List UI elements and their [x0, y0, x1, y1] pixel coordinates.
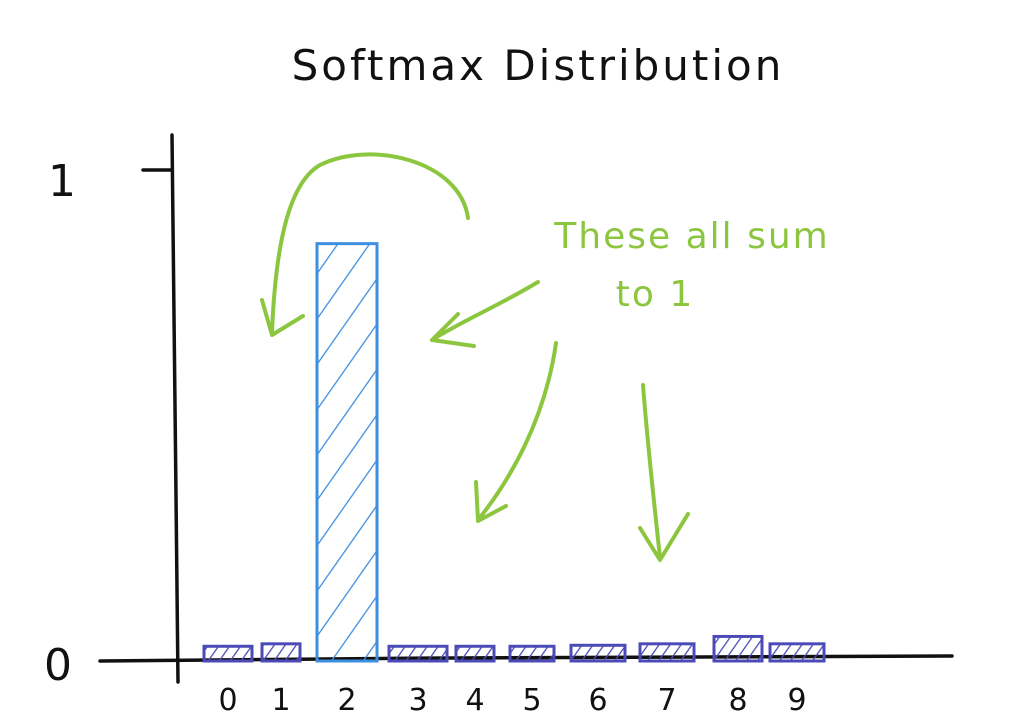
arrow-down-left [474, 341, 558, 523]
bars [202, 242, 826, 663]
bar-4 [454, 644, 496, 663]
x-tick-label-8: 8 [728, 683, 747, 718]
arrow-down [638, 383, 690, 562]
y-tick-label-1: 1 [48, 156, 76, 207]
bar-5 [508, 644, 556, 663]
bar-0 [202, 644, 254, 663]
x-tick-label-1: 1 [271, 683, 290, 718]
bar-3 [387, 644, 449, 663]
x-tick-label-2: 2 [337, 683, 356, 718]
bar-9 [768, 642, 826, 663]
arrow-to-tall-bar [430, 280, 540, 348]
bar-1 [260, 642, 302, 663]
annotation-line-2: to 1 [616, 274, 695, 315]
x-tick-label-6: 6 [588, 683, 607, 718]
x-tick-label-5: 5 [522, 683, 541, 718]
bar-8 [712, 634, 764, 663]
x-tick-label-7: 7 [657, 683, 676, 718]
curved-arrow [260, 152, 470, 337]
bar-7 [638, 642, 696, 663]
y-axis [170, 133, 180, 684]
chart-title: Softmax Distribution [292, 41, 785, 90]
bar-6 [569, 643, 627, 663]
x-tick-label-3: 3 [408, 683, 427, 718]
annotation-line-1: These all sum [553, 216, 829, 257]
y-tick-label-0: 0 [44, 640, 72, 691]
x-tick-label-0: 0 [218, 683, 237, 718]
x-tick-label-9: 9 [787, 683, 806, 718]
bar-2 [315, 242, 379, 663]
x-tick-label-4: 4 [465, 683, 484, 718]
